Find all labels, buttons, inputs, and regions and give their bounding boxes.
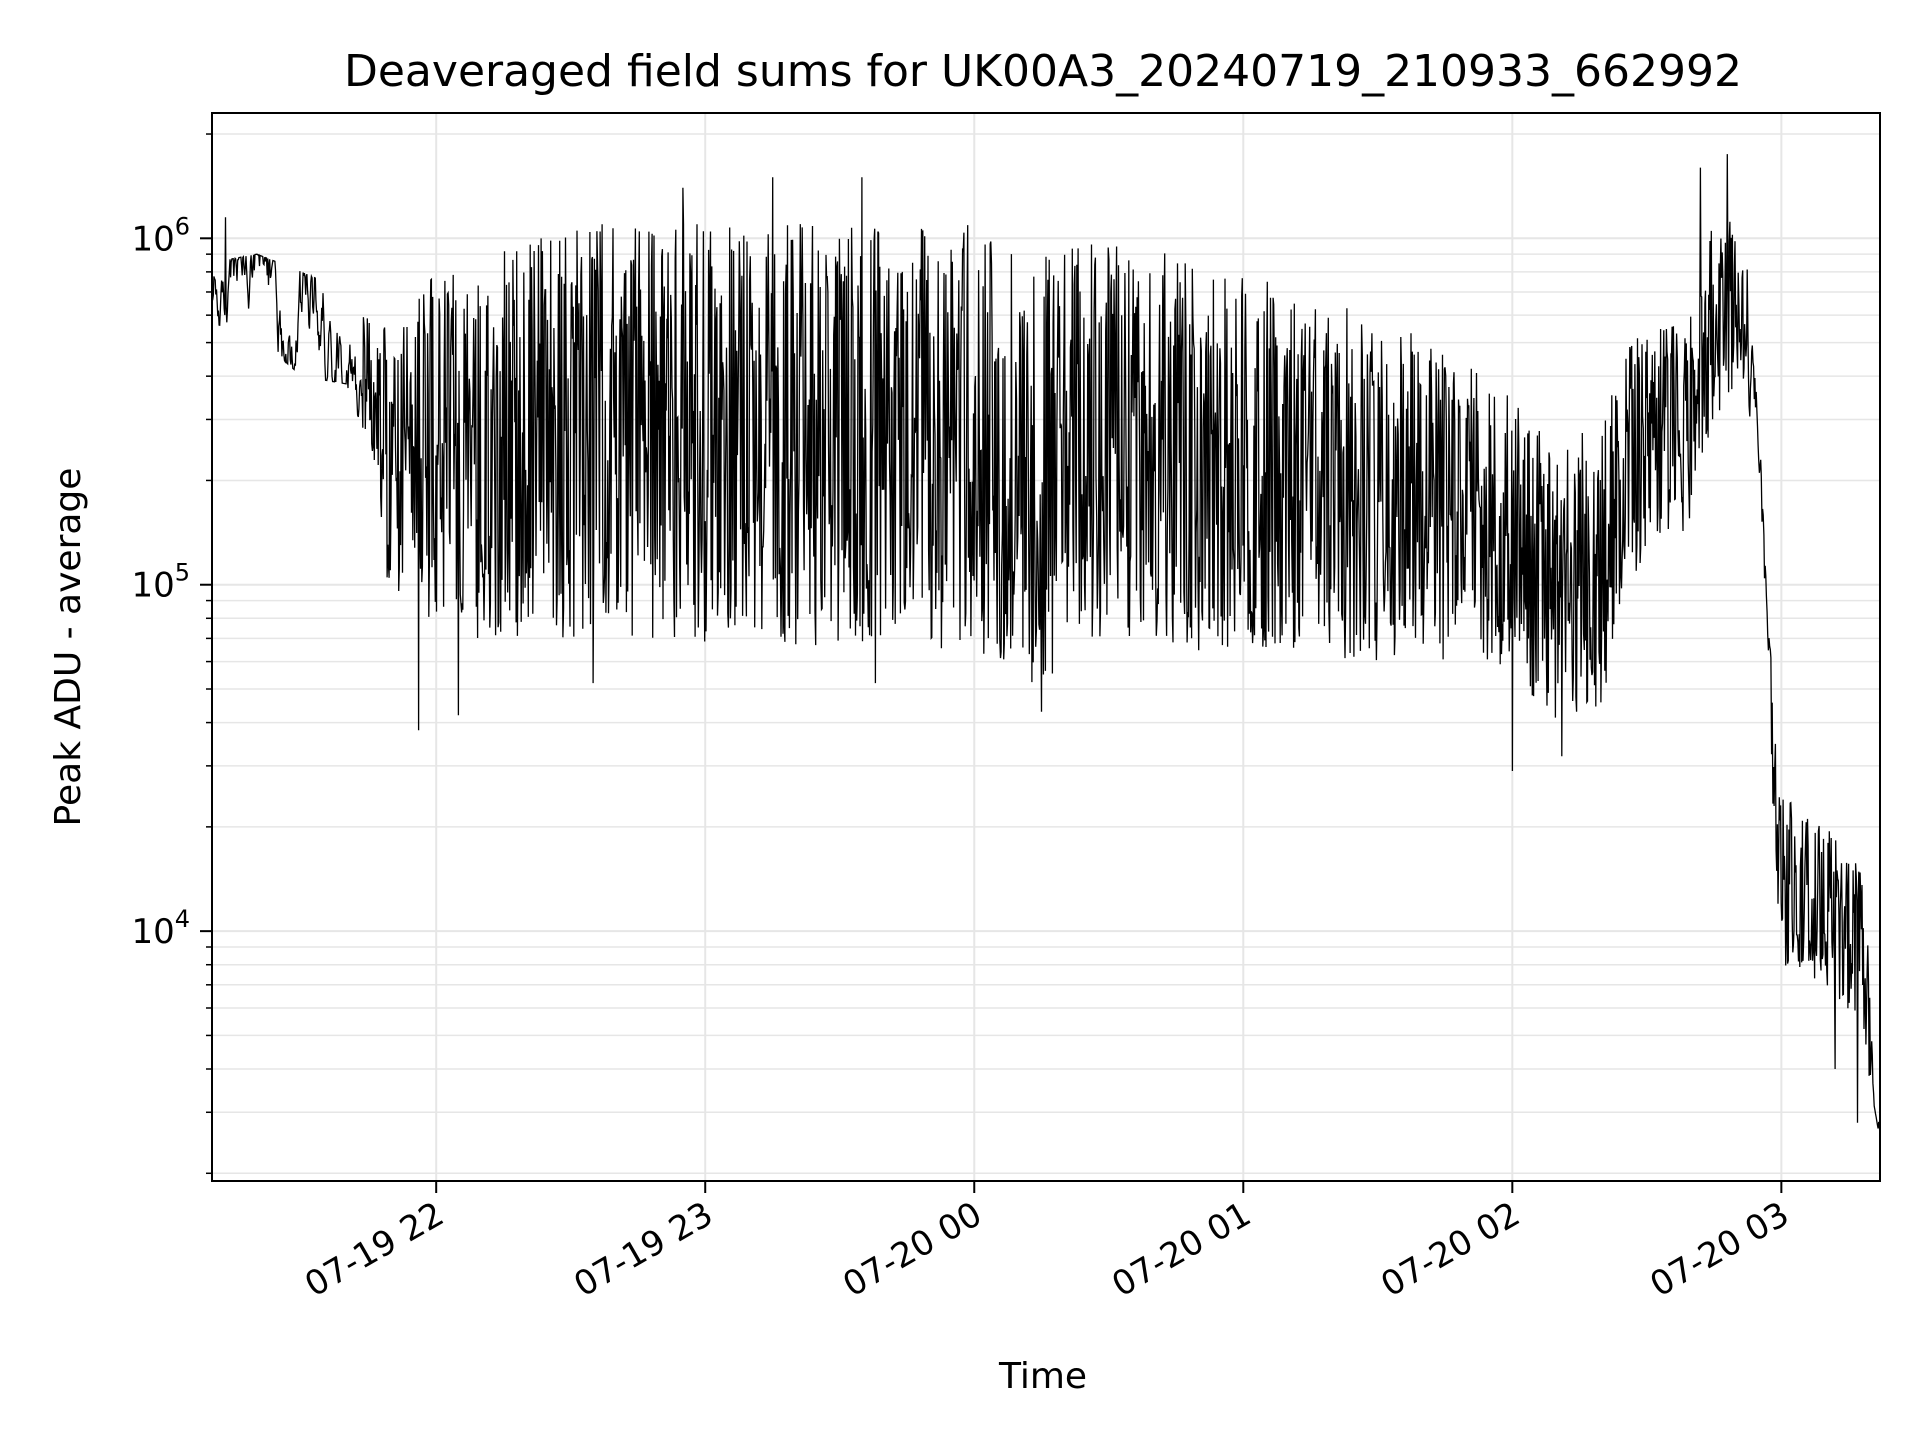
series-line	[211, 154, 1881, 1139]
x-axis-label: Time	[998, 1356, 1087, 1397]
plot-frame	[211, 112, 1881, 1182]
chart-title: Deaveraged field sums for UK00A3_2024071…	[344, 46, 1742, 97]
y-axis-label: Peak ADU - average	[48, 468, 89, 827]
y-tick-label: 104	[131, 905, 190, 952]
series-layer	[211, 154, 1881, 1139]
y-axis: 104 105 106	[131, 133, 212, 1175]
y-tick-label: 105	[131, 559, 190, 606]
y-tick-label: 106	[131, 212, 190, 259]
